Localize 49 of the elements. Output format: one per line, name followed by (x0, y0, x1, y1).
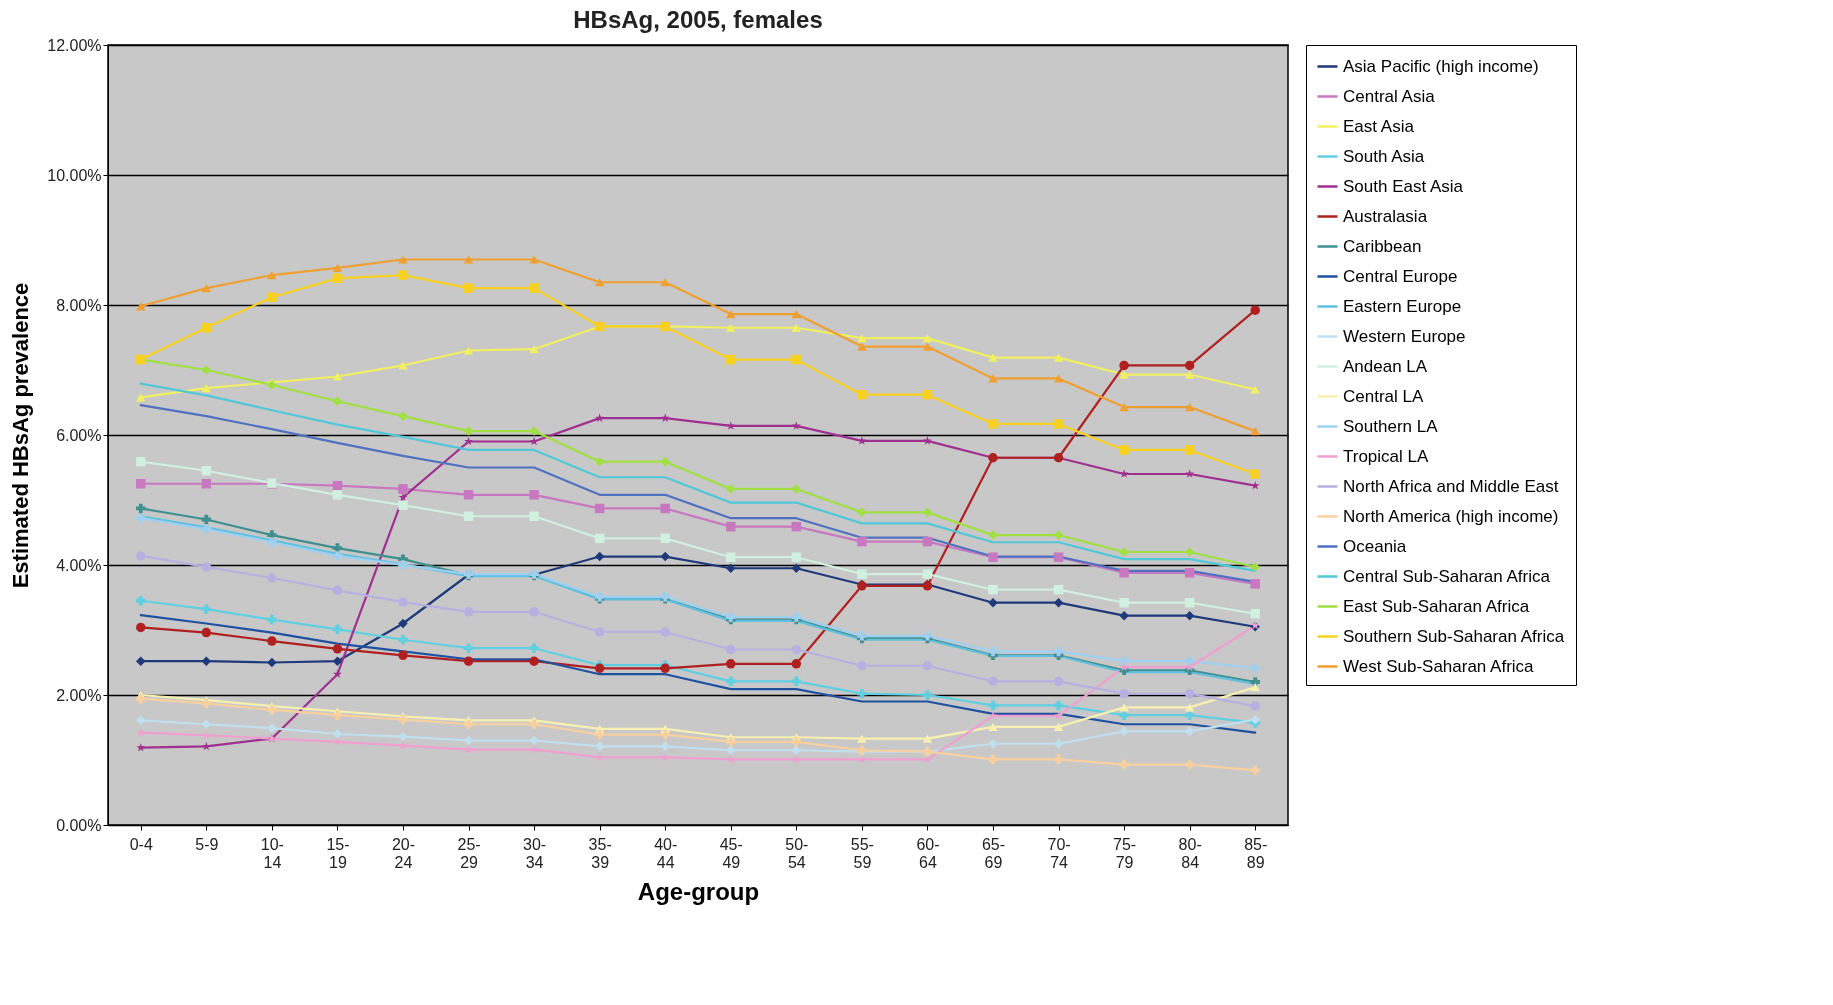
legend-label: Asia Pacific (high income) (1343, 56, 1539, 76)
x-tick-label: 85-89 (1244, 835, 1268, 871)
x-tick-label: 40-44 (654, 835, 678, 871)
legend-label: West Sub-Saharan Africa (1343, 656, 1535, 676)
legend-label: East Asia (1343, 116, 1415, 136)
x-tick-label: 60-64 (916, 835, 940, 871)
x-tick-label: 50-54 (785, 835, 809, 871)
x-tick-label: 70-74 (1047, 835, 1071, 871)
y-tick-label: 4.00% (56, 556, 102, 574)
x-tick-label: 20-24 (391, 835, 416, 871)
legend-label: Eastern Europe (1343, 296, 1462, 316)
x-tick-label: 10-14 (260, 835, 284, 871)
y-tick-label: 10.00% (47, 166, 102, 184)
y-axis-title: Estimated HBsAg prevalence (8, 282, 34, 589)
legend-label: North Africa and Middle East (1343, 476, 1559, 496)
legend-label: Central Asia (1343, 86, 1436, 106)
legend-label: Caribbean (1343, 236, 1422, 256)
y-tick-label: 2.00% (56, 686, 102, 704)
x-tick-label: 65-69 (981, 835, 1006, 871)
legend-label: Southern Sub-Saharan Africa (1343, 626, 1565, 646)
x-tick-label: 30-34 (523, 835, 547, 871)
x-tick-label: 25-29 (457, 835, 481, 871)
legend-label: Andean LA (1343, 356, 1428, 376)
x-tick-label: 45-49 (719, 835, 743, 871)
legend-label: North America (high income) (1343, 506, 1559, 526)
legend-label: South East Asia (1343, 176, 1464, 196)
legend-label: Oceania (1343, 536, 1407, 556)
x-tick-label: 0-4 (129, 835, 153, 853)
legend-label: Southern LA (1343, 416, 1439, 436)
legend-label: Central Sub-Saharan Africa (1343, 566, 1551, 586)
x-tick-label: 15-19 (326, 835, 350, 871)
x-tick-label: 35-39 (588, 835, 612, 871)
legend-label: South Asia (1343, 146, 1425, 166)
legend-label: Australasia (1343, 206, 1428, 226)
y-tick-label: 6.00% (56, 426, 102, 444)
legend-label: Western Europe (1343, 326, 1466, 346)
x-tick-label: 55-59 (850, 835, 874, 871)
legend-label: Tropical LA (1343, 446, 1430, 466)
chart-title: HBsAg, 2005, females (573, 6, 823, 33)
y-tick-label: 8.00% (56, 296, 102, 314)
y-tick-label: 0.00% (56, 816, 102, 834)
x-axis-title: Age-group (637, 877, 760, 905)
legend-label: Central LA (1343, 386, 1424, 406)
x-tick-label: 80-84 (1178, 835, 1202, 871)
x-tick-label: 5-9 (195, 835, 219, 853)
y-tick-label: 12.00% (47, 36, 102, 54)
x-tick-label: 75-79 (1113, 835, 1137, 871)
legend-label: East Sub-Saharan Africa (1343, 596, 1530, 616)
legend-label: Central Europe (1343, 266, 1458, 286)
